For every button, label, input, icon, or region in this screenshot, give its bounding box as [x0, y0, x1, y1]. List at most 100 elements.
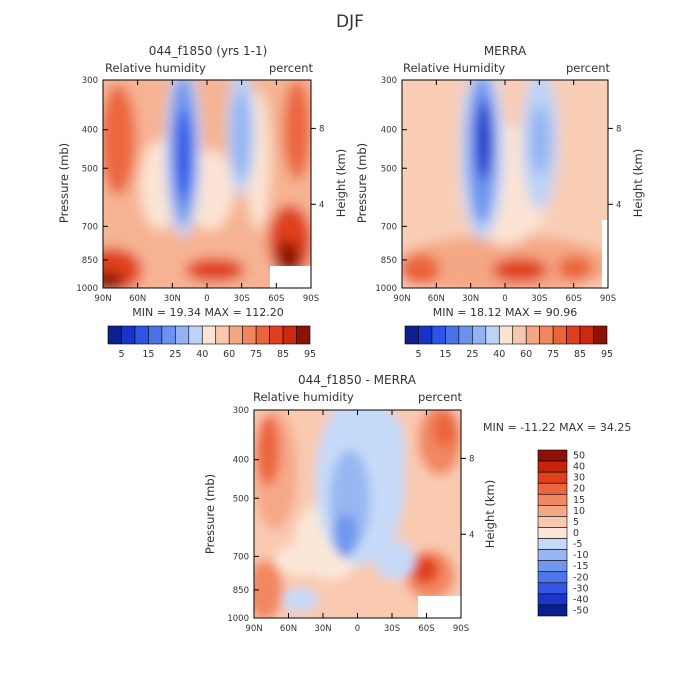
min-max-text: MIN = 18.12 MAX = 90.96: [433, 306, 577, 319]
y2-tick-label: 8: [319, 124, 324, 134]
panel-title: 044_f1850 - MERRA: [298, 373, 417, 387]
colorbar-label: -5: [573, 539, 582, 550]
figure-title: DJF: [336, 12, 364, 32]
y-axis-label: Pressure (mb): [57, 143, 71, 223]
x-tick-label: 90S: [303, 294, 319, 304]
x-tick-label: 0: [355, 624, 360, 634]
colorbar-label: 75: [547, 349, 559, 360]
colorbar-swatch: [537, 471, 568, 484]
y2-axis-label: Height (km): [334, 149, 348, 218]
colorbar-label: 95: [304, 349, 316, 360]
variable-label: Relative Humidity: [403, 61, 505, 75]
colorbar-label: 0: [573, 528, 579, 539]
colorbar-swatch: [296, 325, 311, 345]
y-axis-label: Pressure (mb): [355, 143, 369, 223]
colorbar-swatch: [537, 505, 568, 517]
colorbar-swatch: [566, 325, 581, 345]
variable-label: Relative humidity: [253, 390, 354, 404]
colorbar-swatch: [498, 325, 514, 345]
x-tick-label: 30N: [164, 294, 181, 304]
colorbar-label: -10: [573, 550, 589, 561]
colorbar-swatch: [188, 325, 203, 345]
x-tick-label: 90N: [94, 294, 111, 304]
colorbar-label: -50: [573, 605, 589, 616]
colorbar-label: -40: [573, 594, 589, 605]
colorbar-swatch: [537, 571, 568, 584]
colorbar-swatch: [593, 325, 608, 345]
x-tick-label: 60N: [129, 294, 146, 304]
colorbar-swatch: [282, 325, 297, 345]
colorbar-label: 40: [493, 349, 505, 360]
y-tick-label: 400: [82, 126, 98, 136]
x-tick-label: 30N: [462, 294, 479, 304]
colorbar-swatch: [525, 325, 540, 345]
colorbar-swatch: [579, 325, 594, 345]
colorbar-swatch: [269, 325, 284, 345]
colorbar-label: -20: [573, 572, 589, 583]
colorbar-swatch: [537, 593, 568, 606]
colorbar-label: 85: [574, 349, 586, 360]
x-tick-label: 0: [204, 294, 209, 304]
x-tick-label: 0: [502, 294, 507, 304]
colorbar-swatch: [512, 325, 527, 345]
colorbar-swatch: [201, 325, 217, 345]
y-tick-label: 400: [233, 456, 249, 466]
colorbar-swatch: [175, 325, 190, 345]
colorbar-swatch: [431, 325, 446, 345]
colorbar-label: 75: [250, 349, 262, 360]
colorbar-label: 10: [573, 506, 585, 517]
x-tick-label: 30S: [384, 624, 400, 634]
colorbar-swatch: [255, 325, 270, 345]
min-max-text: MIN = -11.22 MAX = 34.25: [483, 421, 631, 434]
y-tick-label: 1000: [227, 614, 249, 624]
y2-axis-label: Height (km): [631, 149, 645, 218]
x-tick-label: 90N: [393, 294, 410, 304]
colorbar-label: 40: [573, 462, 585, 473]
colorbar-swatch: [472, 325, 487, 345]
colorbar-swatch: [418, 325, 433, 345]
units-label: percent: [418, 390, 463, 404]
colorbar-swatch: [537, 549, 568, 561]
y-tick-label: 700: [233, 552, 249, 562]
colorbar-label: 15: [573, 495, 585, 506]
x-tick-label: 90N: [245, 624, 262, 634]
y2-tick-label: 8: [616, 124, 621, 134]
panel-merra: MERRA Relative Humidity percent 90N 60N 30…: [355, 44, 645, 360]
y-tick-label: 850: [233, 586, 249, 596]
y-tick-label: 1000: [375, 284, 397, 294]
y-tick-label: 300: [233, 406, 249, 416]
x-tick-label: 90S: [600, 294, 616, 304]
x-tick-label: 30N: [314, 624, 331, 634]
y2-tick-label: 8: [469, 454, 474, 464]
heatmap-field: [254, 410, 461, 618]
x-tick-label: 60N: [280, 624, 297, 634]
colorbar-label: 5: [415, 349, 421, 360]
colorbar-swatch: [445, 325, 460, 345]
y-tick-label: 400: [381, 126, 397, 136]
colorbar-label: 15: [439, 349, 451, 360]
variable-label: Relative humidity: [105, 61, 206, 75]
colorbar-label: 30: [573, 473, 585, 484]
colorbar-label: 40: [196, 349, 208, 360]
colorbar-label: 85: [277, 349, 289, 360]
y-tick-label: 500: [381, 164, 397, 174]
min-max-text: MIN = 19.34 MAX = 112.20: [132, 306, 283, 319]
colorbar-swatch: [537, 516, 568, 528]
panel-model: 044_f1850 (yrs 1-1) Relative humidity pe…: [57, 44, 348, 360]
colorbar-label: 50: [573, 451, 585, 462]
y2-tick-label: 4: [616, 200, 621, 210]
panel-difference: 044_f1850 - MERRA Relative humidity perc…: [203, 373, 631, 634]
colorbar-swatch: [539, 325, 554, 345]
colorbar-swatch: [537, 449, 568, 462]
colorbar-swatch: [537, 538, 568, 550]
panel-title: 044_f1850 (yrs 1-1): [149, 44, 268, 58]
y-tick-label: 700: [82, 222, 98, 232]
colorbar-label: -30: [573, 583, 589, 594]
y-tick-label: 850: [82, 256, 98, 266]
units-label: percent: [566, 61, 611, 75]
colorbar-label: 95: [601, 349, 613, 360]
colorbar-swatch: [161, 325, 176, 345]
colorbar-label: 5: [573, 517, 579, 528]
units-label: percent: [269, 61, 314, 75]
